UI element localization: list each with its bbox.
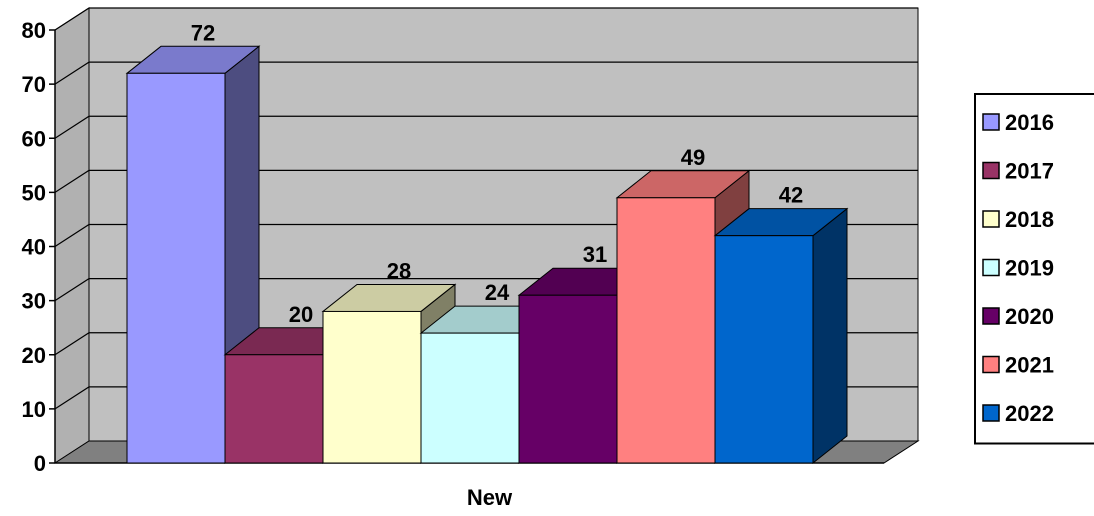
legend-label-2020: 2020 [1005,304,1054,329]
y-tick-label: 80 [22,18,46,43]
legend-label-2019: 2019 [1005,256,1054,281]
legend-swatch-2017 [982,161,1000,180]
bar-2020 [518,294,618,464]
data-label-2016: 72 [191,20,215,45]
y-tick-label: 0 [34,451,46,476]
legend-label-2022: 2022 [1005,401,1054,426]
data-label-2021: 49 [681,145,705,170]
legend-label-2016: 2016 [1005,110,1054,135]
gridline [54,61,918,85]
data-label-2020: 31 [583,242,607,267]
data-label-2022: 42 [779,183,803,208]
legend-label-2021: 2021 [1005,353,1054,378]
legend-swatch-2022 [982,404,1000,422]
y-tick-label: 40 [22,235,46,260]
y-tick-label: 20 [22,343,46,368]
legend-label-2018: 2018 [1005,207,1054,232]
bar-2016 [126,72,226,464]
bar-2022 [714,235,814,464]
gridline [54,169,918,193]
y-tick-label: 30 [22,289,46,314]
y-tick-label: 70 [22,72,46,97]
bar-2019 [420,332,520,464]
legend-box [974,93,1094,445]
bar-2021 [616,197,716,464]
data-label-2017: 20 [289,302,313,327]
bar-2018 [322,310,422,464]
gridline [54,115,918,139]
legend-swatch-2019 [982,258,1000,277]
data-label-2019: 24 [485,280,510,305]
legend-swatch-2020 [982,307,1000,325]
legend-swatch-2016 [982,113,1000,131]
legend-label-2017: 2017 [1005,159,1054,184]
bar-side-2022 [812,207,848,465]
bar-2017 [224,354,324,464]
legend-swatch-2021 [982,355,1000,374]
data-label-2018: 28 [387,258,411,283]
y-tick-label: 60 [22,126,46,151]
gridline [54,7,918,31]
x-category-label: New [467,485,513,510]
legend-swatch-2018 [982,210,1000,228]
y-tick-label: 10 [22,397,46,422]
y-tick-label: 50 [22,180,46,205]
